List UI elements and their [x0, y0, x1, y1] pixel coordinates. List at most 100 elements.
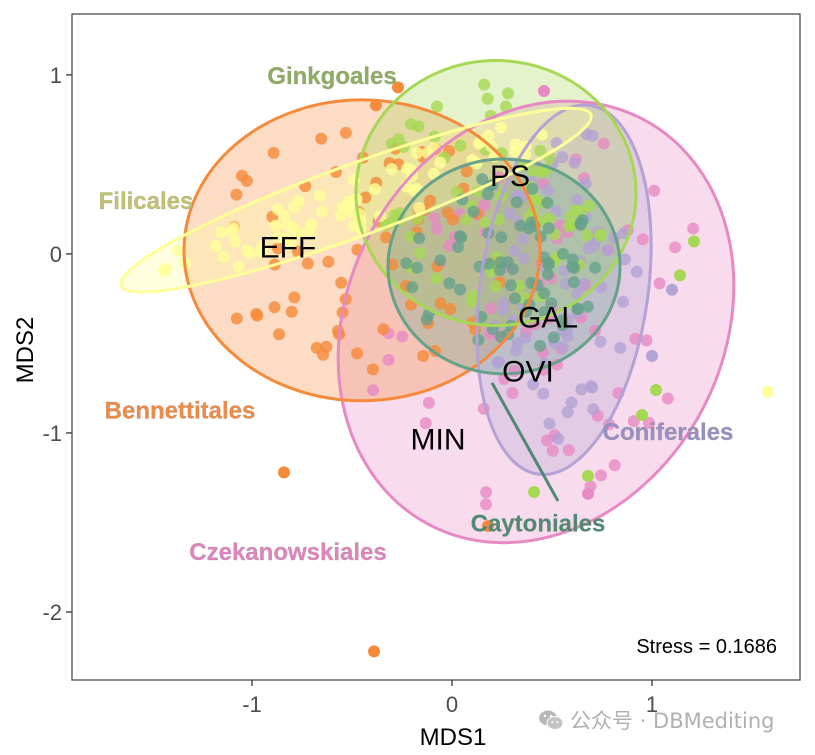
- point-czekanowskiales: [430, 222, 443, 235]
- point-caytoniales: [420, 313, 433, 326]
- point-filicales: [413, 202, 426, 215]
- point-coniferales: [571, 287, 584, 300]
- group-labels: Bennettitales Filicales Ginkgoales Czekanow…: [98, 63, 733, 567]
- point-czekanowskiales: [627, 415, 640, 428]
- point-caytoniales: [406, 281, 419, 294]
- point-ginkgoales: [430, 272, 443, 285]
- point-caytoniales: [542, 257, 555, 270]
- point-ginkgoales: [582, 199, 595, 212]
- point-filicales: [225, 224, 238, 237]
- point-coniferales: [527, 378, 540, 391]
- point-bennettitales: [291, 245, 304, 258]
- point-bennettitales: [267, 146, 280, 159]
- point-caytoniales: [413, 232, 426, 245]
- point-filicales: [337, 201, 350, 213]
- point-coniferales: [666, 283, 678, 296]
- point-filicales: [217, 251, 230, 263]
- point-ginkgoales: [688, 235, 700, 248]
- point-coniferales: [518, 252, 531, 265]
- point-ginkgoales: [528, 486, 540, 499]
- point-caytoniales: [547, 331, 560, 344]
- point-filicales: [215, 226, 228, 239]
- point-caytoniales: [514, 219, 527, 232]
- point-bennettitales: [370, 99, 382, 112]
- point-ginkgoales: [392, 133, 405, 146]
- variable-label-min: MIN: [411, 423, 466, 456]
- point-caytoniales: [526, 182, 539, 195]
- point-coniferales: [537, 387, 550, 400]
- point-coniferales: [568, 156, 581, 169]
- group-label-bennettitales: Bennettitales: [105, 398, 256, 425]
- point-caytoniales: [481, 188, 494, 201]
- point-czekanowskiales: [582, 487, 594, 500]
- point-bennettitales: [339, 126, 352, 139]
- point-coniferales: [587, 403, 600, 416]
- point-coniferales: [630, 265, 643, 278]
- point-ginkgoales: [582, 469, 594, 482]
- point-bennettitales: [240, 174, 253, 187]
- point-czekanowskiales: [506, 387, 519, 400]
- x-axis-title: MDS1: [420, 724, 487, 751]
- point-coniferales: [646, 349, 658, 362]
- point-caytoniales: [538, 287, 550, 300]
- point-ginkgoales: [636, 409, 648, 422]
- point-bennettitales: [273, 328, 286, 341]
- point-bennettitales: [380, 231, 393, 244]
- point-coniferales: [594, 335, 607, 348]
- variable-label-eff: EFF: [260, 232, 317, 265]
- point-czekanowskiales: [653, 277, 666, 290]
- point-ginkgoales: [502, 87, 514, 100]
- point-ginkgoales: [454, 139, 467, 152]
- point-coniferales: [508, 244, 521, 257]
- point-bennettitales: [335, 276, 348, 289]
- point-ginkgoales: [594, 229, 607, 242]
- point-ginkgoales: [674, 269, 686, 282]
- point-filicales: [385, 163, 398, 176]
- point-coniferales: [586, 129, 599, 142]
- point-filicales: [762, 385, 774, 398]
- point-coniferales: [575, 383, 588, 396]
- point-caytoniales: [411, 261, 424, 274]
- point-bennettitales: [417, 350, 430, 362]
- point-czekanowskiales: [562, 444, 575, 457]
- point-ginkgoales: [431, 100, 443, 113]
- point-filicales: [229, 235, 241, 248]
- point-ginkgoales: [562, 220, 575, 233]
- point-coniferales: [543, 417, 556, 430]
- group-label-filicales: Filicales: [99, 188, 194, 215]
- point-coniferales: [614, 341, 627, 354]
- point-caytoniales: [454, 230, 467, 243]
- point-coniferales: [498, 296, 510, 309]
- point-filicales: [509, 138, 522, 151]
- point-czekanowskiales: [608, 459, 621, 472]
- point-filicales: [256, 241, 268, 254]
- point-filicales: [288, 201, 301, 214]
- point-bennettitales: [278, 466, 290, 479]
- point-bennettitales: [441, 206, 454, 219]
- point-bennettitales: [315, 132, 328, 145]
- point-coniferales: [492, 355, 505, 368]
- variable-label-ovi: OVI: [502, 355, 554, 388]
- point-czekanowskiales: [443, 239, 456, 252]
- point-czekanowskiales: [648, 184, 661, 197]
- watermark-text: 公众号 · DBMediting: [570, 709, 775, 733]
- leader-line-caytoniales: [490, 382, 560, 502]
- point-ginkgoales: [490, 280, 502, 293]
- ellipse-ginkgoales: [354, 59, 638, 328]
- point-ginkgoales: [526, 164, 539, 177]
- point-caytoniales: [545, 297, 558, 310]
- point-bennettitales: [424, 194, 437, 207]
- point-filicales: [494, 121, 507, 134]
- point-filicales: [434, 156, 447, 169]
- point-caytoniales: [556, 314, 569, 327]
- point-ginkgoales: [466, 289, 479, 302]
- point-caytoniales: [576, 214, 589, 227]
- watermark: 公众号 · DBMediting: [538, 705, 775, 735]
- point-filicales: [284, 237, 297, 250]
- y-tick-label: -1: [42, 421, 62, 446]
- point-coniferales: [570, 194, 583, 206]
- point-caytoniales: [452, 241, 465, 253]
- point-caytoniales: [534, 339, 547, 352]
- point-czekanowskiales: [428, 212, 441, 225]
